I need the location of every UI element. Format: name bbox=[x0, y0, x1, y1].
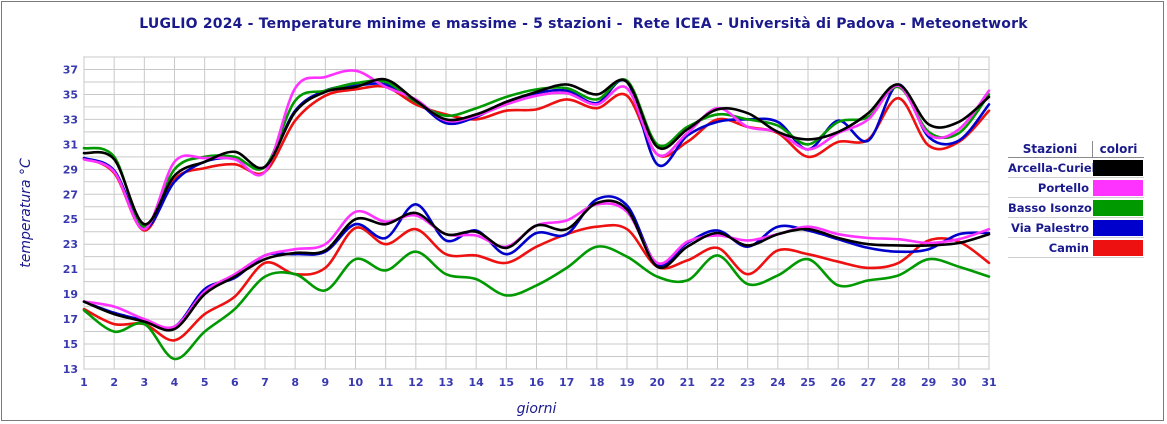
x-tick-label: 29 bbox=[921, 376, 936, 389]
legend-item-label: Basso Isonzo bbox=[1008, 200, 1092, 215]
series-line-tmax bbox=[82, 78, 991, 228]
y-tick-label: 31 bbox=[63, 138, 78, 151]
legend: Stazioni colori Arcella-Curiel Portello … bbox=[1008, 141, 1144, 258]
series-line-tmax bbox=[82, 77, 991, 226]
x-tick-label: 13 bbox=[438, 376, 453, 389]
x-tick-label: 19 bbox=[619, 376, 634, 389]
legend-swatch bbox=[1093, 179, 1143, 196]
x-tick-label: 18 bbox=[589, 376, 604, 389]
legend-swatch bbox=[1093, 199, 1143, 216]
x-tick-label: 16 bbox=[529, 376, 545, 389]
x-tick-label: 5 bbox=[201, 376, 209, 389]
legend-header: Stazioni colori bbox=[1008, 141, 1144, 158]
legend-item-label: Portello bbox=[1037, 180, 1089, 195]
y-tick-label: 19 bbox=[63, 288, 78, 301]
series-line-tmax bbox=[82, 84, 991, 232]
series-line-tmin bbox=[82, 245, 991, 361]
x-tick-label: 11 bbox=[378, 376, 393, 389]
x-tick-label: 24 bbox=[770, 376, 786, 389]
x-tick-label: 8 bbox=[291, 376, 299, 389]
x-tick-label: 20 bbox=[650, 376, 666, 389]
series-line-tmin bbox=[82, 199, 991, 332]
x-tick-label: 30 bbox=[951, 376, 967, 389]
x-tick-label: 14 bbox=[469, 376, 485, 389]
x-tick-label: 15 bbox=[499, 376, 514, 389]
x-tick-label: 31 bbox=[981, 376, 996, 389]
legend-item: Camin bbox=[1008, 238, 1144, 258]
y-tick-label: 23 bbox=[63, 238, 78, 251]
x-axis-label: giorni bbox=[517, 401, 557, 417]
x-tick-label: 1 bbox=[80, 376, 88, 389]
y-tick-label: 25 bbox=[63, 213, 78, 226]
x-tick-label: 6 bbox=[231, 376, 239, 389]
x-tick-label: 3 bbox=[141, 376, 149, 389]
y-tick-label: 15 bbox=[63, 338, 78, 351]
x-tick-label: 2 bbox=[110, 376, 118, 389]
legend-item: Basso Isonzo bbox=[1008, 198, 1144, 218]
x-tick-label: 25 bbox=[800, 376, 815, 389]
series-lines bbox=[82, 69, 991, 361]
x-tick-label: 27 bbox=[861, 376, 876, 389]
legend-swatch bbox=[1093, 219, 1143, 236]
y-tick-label: 29 bbox=[63, 163, 78, 176]
y-tick-label: 37 bbox=[63, 63, 78, 76]
x-tick-label: 26 bbox=[831, 376, 847, 389]
legend-header-stations: Stazioni bbox=[1008, 141, 1093, 158]
y-tick-label: 33 bbox=[63, 113, 78, 126]
legend-item: Arcella-Curiel bbox=[1008, 158, 1144, 178]
legend-item: Portello bbox=[1008, 178, 1144, 198]
series-line-tmin bbox=[82, 223, 991, 342]
x-tick-label: 9 bbox=[322, 376, 330, 389]
legend-header-colors: colori bbox=[1093, 141, 1144, 158]
x-tick-label: 28 bbox=[891, 376, 906, 389]
y-tick-label: 13 bbox=[63, 363, 78, 376]
grid-lines bbox=[83, 56, 990, 370]
x-tick-label: 22 bbox=[710, 376, 725, 389]
y-tick-label: 27 bbox=[63, 188, 78, 201]
y-tick-label: 35 bbox=[63, 88, 78, 101]
x-tick-label: 7 bbox=[261, 376, 269, 389]
x-tick-label: 4 bbox=[171, 376, 179, 389]
legend-item-label: Arcella-Curiel bbox=[1008, 160, 1096, 175]
y-tick-label: 21 bbox=[63, 263, 78, 276]
x-tick-label: 12 bbox=[408, 376, 423, 389]
y-tick-label: 17 bbox=[63, 313, 78, 326]
legend-item: Via Palestro bbox=[1008, 218, 1144, 238]
x-tick-label: 23 bbox=[740, 376, 755, 389]
legend-item-label: Via Palestro bbox=[1011, 220, 1089, 235]
y-axis-label: temperatura °C bbox=[18, 158, 34, 268]
x-tick-label: 21 bbox=[680, 376, 695, 389]
legend-swatch bbox=[1093, 239, 1143, 256]
x-tick-label: 17 bbox=[559, 376, 574, 389]
legend-swatch bbox=[1093, 159, 1143, 176]
chart-title: LUGLIO 2024 - Temperature minime e massi… bbox=[139, 16, 1028, 32]
legend-item-label: Camin bbox=[1048, 240, 1089, 255]
x-tick-label: 10 bbox=[348, 376, 364, 389]
